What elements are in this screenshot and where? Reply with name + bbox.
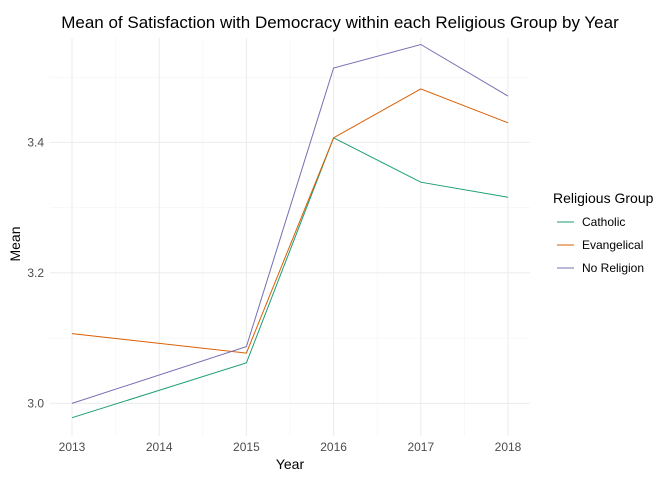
x-tick-label: 2014: [146, 440, 173, 454]
y-tick-label: 3.0: [27, 396, 44, 410]
x-tick-label: 2015: [233, 440, 260, 454]
y-axis-ticks: 3.0 3.2 3.4: [27, 135, 44, 410]
x-tick-label: 2013: [59, 440, 86, 454]
y-axis-title: Mean: [7, 226, 23, 261]
chart-title: Mean of Satisfaction with Democracy with…: [61, 13, 619, 32]
x-tick-label: 2018: [495, 440, 522, 454]
legend-label-evangelical: Evangelical: [582, 238, 643, 252]
x-tick-label: 2017: [407, 440, 434, 454]
series-line-evangelical: [71, 88, 509, 354]
y-tick-label: 3.2: [27, 266, 44, 280]
legend-label-no-religion: No Religion: [582, 261, 644, 275]
series-line-no-religion: [71, 43, 509, 404]
plot-area: 2013 2014 2015 2016 2017 2018 3.0 3.2 3.4: [27, 38, 530, 454]
x-axis-ticks: 2013 2014 2015 2016 2017 2018: [59, 440, 522, 454]
legend: Religious Group Catholic Evangelical No Re…: [553, 190, 654, 275]
y-tick-label: 3.4: [27, 135, 44, 149]
legend-label-catholic: Catholic: [582, 215, 625, 229]
x-tick-label: 2016: [320, 440, 347, 454]
grid: [50, 38, 530, 436]
legend-title: Religious Group: [553, 190, 654, 206]
series-layer: [71, 43, 509, 419]
x-axis-title: Year: [276, 456, 305, 472]
